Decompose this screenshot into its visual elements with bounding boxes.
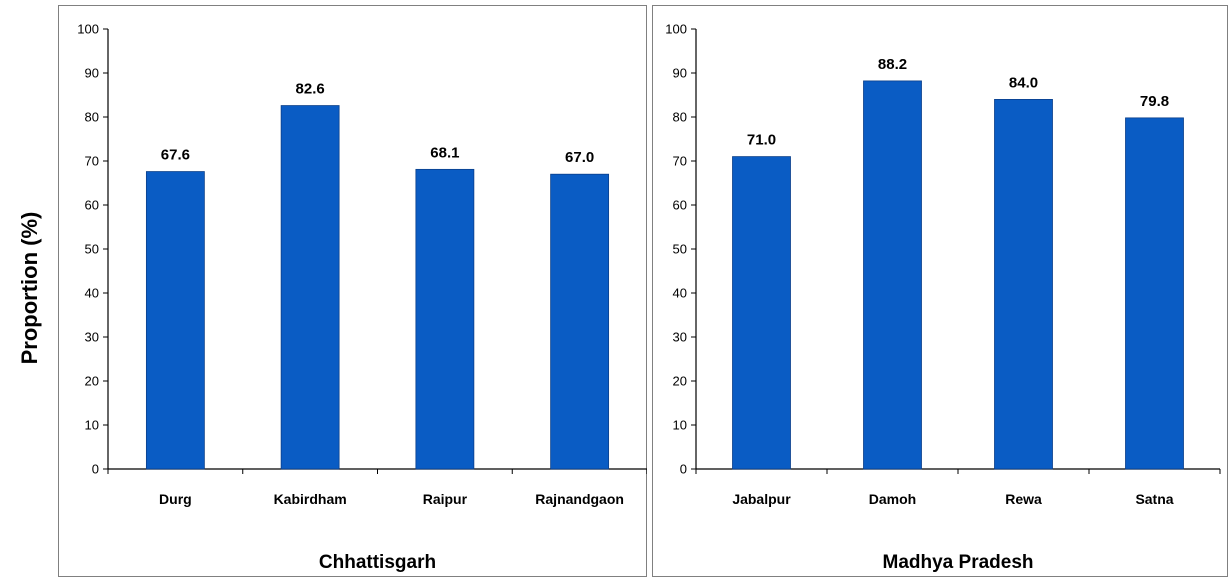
- chart-panel-madhya-pradesh: 0 10 20 30 40 50 60 70 80 90 100 71.0 Jabalpur 88.2 Da…: [652, 5, 1228, 577]
- data-label: 67.0: [565, 149, 594, 166]
- bar-chhattisgarh: [415, 168, 475, 470]
- y-tick-label: 20: [673, 374, 687, 389]
- bar-madhya-pradesh: [994, 99, 1053, 470]
- bar-chhattisgarh: [145, 171, 205, 470]
- data-label: 88.2: [878, 56, 907, 73]
- bar-madhya-pradesh: [863, 80, 922, 470]
- y-tick-label: 60: [85, 198, 99, 213]
- x-tick-label: Jabalpur: [732, 491, 791, 507]
- chart-madhya-pradesh-svg: 0 10 20 30 40 50 60 70 80 90 100 71.0 Jabalpur 88.2 Da…: [652, 5, 1228, 577]
- data-label: 79.8: [1140, 93, 1169, 110]
- bar-chhattisgarh: [550, 173, 610, 470]
- y-tick-label: 100: [665, 22, 687, 37]
- y-tick-label: 0: [680, 462, 687, 477]
- bar-madhya-pradesh: [732, 156, 791, 470]
- y-tick-label: 90: [85, 66, 99, 81]
- chart-panel-chhattisgarh: 0 10 20 30 40 50 60 70 80 90 100 67.6 Durg 82.6 Kabird…: [58, 5, 647, 577]
- y-tick-label: 70: [673, 154, 687, 169]
- x-tick-label: Durg: [159, 491, 192, 507]
- bar-chhattisgarh: [280, 105, 340, 470]
- y-tick-label: 80: [85, 110, 99, 125]
- data-label: 84.0: [1009, 74, 1038, 91]
- x-tick-label: Satna: [1135, 491, 1173, 507]
- x-tick-label: Rewa: [1005, 491, 1042, 507]
- panel-title: Chhattisgarh: [319, 552, 436, 573]
- y-tick-label: 90: [673, 66, 687, 81]
- x-tick-label: Rajnandgaon: [535, 491, 624, 507]
- y-tick-label: 20: [85, 374, 99, 389]
- y-tick-label: 80: [673, 110, 687, 125]
- y-tick-label: 40: [85, 286, 99, 301]
- y-tick-label: 50: [85, 242, 99, 257]
- y-tick-label: 70: [85, 154, 99, 169]
- y-tick-label: 0: [92, 462, 99, 477]
- data-label: 82.6: [296, 81, 325, 98]
- y-tick-label: 40: [673, 286, 687, 301]
- data-label: 71.0: [747, 132, 776, 149]
- y-tick-label: 10: [85, 418, 99, 433]
- data-label: 67.6: [161, 147, 190, 164]
- y-axis-label-container: Proportion (%): [0, 0, 60, 577]
- panel-title: Madhya Pradesh: [883, 552, 1034, 573]
- y-tick-label: 30: [85, 330, 99, 345]
- y-tick-label: 30: [673, 330, 687, 345]
- y-tick-label: 10: [673, 418, 687, 433]
- y-tick-label: 100: [77, 22, 99, 37]
- chart-chhattisgarh-svg: 0 10 20 30 40 50 60 70 80 90 100 67.6 Durg 82.6 Kabird…: [58, 5, 647, 577]
- x-tick-label: Raipur: [423, 491, 468, 507]
- x-tick-label: Kabirdham: [274, 491, 347, 507]
- data-label: 68.1: [430, 144, 459, 161]
- x-tick-label: Damoh: [869, 491, 916, 507]
- y-tick-label: 50: [673, 242, 687, 257]
- y-tick-label: 60: [673, 198, 687, 213]
- y-axis-label: Proportion (%): [17, 211, 42, 365]
- bar-madhya-pradesh: [1125, 117, 1184, 470]
